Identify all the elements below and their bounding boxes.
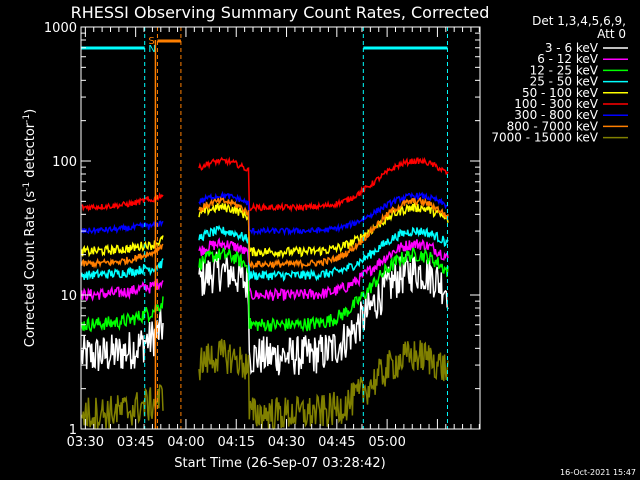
legend-label: 3 - 6 keV [545, 41, 599, 55]
legend-header-line-2: Att 0 [597, 27, 626, 41]
series-line [80, 196, 449, 271]
legend-label: 300 - 800 keV [514, 108, 598, 122]
x-tick-label: 05:00 [368, 435, 405, 450]
footer-date: 16-Oct-2021 15:47 [560, 468, 636, 477]
x-tick-label: 04:45 [318, 435, 355, 450]
series-line [80, 338, 449, 431]
series-line [80, 237, 449, 302]
legend-label: 100 - 300 keV [514, 97, 598, 111]
y-label-exponent-2: -1 [22, 114, 32, 123]
series-line [80, 200, 449, 260]
y-label-part-1: Corrected Count Rate (s [23, 191, 38, 348]
y-axis-label: Corrected Count Rate (s-1 detector-1) [22, 109, 38, 347]
x-tick-label: 03:30 [67, 435, 104, 450]
saa-marker-label: N [148, 44, 155, 55]
plot-frame [80, 26, 481, 430]
series-line [80, 190, 449, 237]
x-axis-label: Start Time (26-Sep-07 03:28:42) [174, 456, 385, 471]
y-tick-label: 1000 [44, 21, 77, 36]
series-line [81, 156, 449, 213]
y-label-part-2: detector [23, 122, 38, 182]
x-axis: 03:30 03:45 04:00 04:15 04:30 04:45 05:00 [67, 27, 480, 450]
legend-label: 7000 - 15000 keV [491, 131, 598, 145]
chart-title: RHESSI Observing Summary Count Rates, Co… [71, 3, 490, 22]
y-tick-label: 100 [52, 155, 77, 170]
legend-label: 25 - 50 keV [530, 75, 599, 89]
y-axis: 1 10 100 1000 [44, 21, 480, 438]
legend-label: 800 - 7000 keV [507, 119, 599, 133]
x-tick-label: 04:00 [167, 435, 204, 450]
y-label-part-3: ) [23, 109, 38, 114]
y-tick-label: 10 [60, 289, 77, 304]
legend-label: 12 - 25 keV [530, 63, 599, 77]
x-tick-label: 04:15 [218, 435, 255, 450]
x-tick-label: 03:45 [117, 435, 154, 450]
legend-header-line-1: Det 1,3,4,5,6,9, [532, 14, 626, 28]
saa-marker-label: S [148, 36, 154, 47]
y-label-exponent-1: -1 [22, 182, 32, 191]
legend-label: 6 - 12 keV [537, 52, 599, 66]
series-line [80, 224, 449, 282]
series-layer [80, 156, 449, 431]
series-line [80, 247, 449, 333]
x-tick-label: 04:30 [268, 435, 305, 450]
y-tick-label: 1 [69, 423, 77, 438]
legend-label: 50 - 100 keV [522, 86, 599, 100]
